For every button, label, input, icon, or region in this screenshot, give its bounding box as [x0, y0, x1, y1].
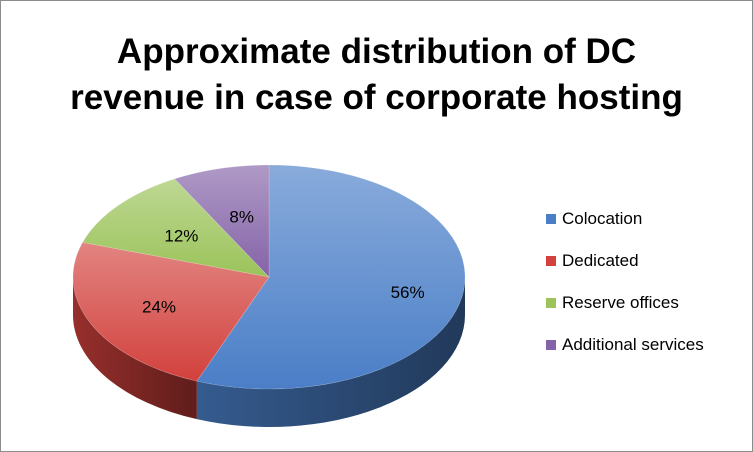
data-label-reserve-offices: 12% [164, 227, 198, 246]
data-label-colocation: 56% [391, 283, 425, 302]
chart-title: Approximate distribution of DC revenue i… [70, 32, 683, 117]
pie-slice-additional-services [174, 164, 270, 278]
legend-item-reserve-offices: Reserve offices [546, 292, 704, 314]
legend-item-colocation: Colocation [546, 208, 704, 230]
legend-item-additional-services: Additional services [546, 334, 704, 356]
legend-swatch-dedicated [546, 256, 556, 266]
pie-side-colocation [196, 277, 465, 427]
data-label-additional-services: 8% [229, 207, 254, 226]
pie-slice-reserve-offices [82, 178, 270, 278]
legend-item-dedicated: Dedicated [546, 250, 704, 272]
legend-label-reserve-offices: Reserve offices [562, 293, 679, 312]
pie-slice-colocation [196, 164, 466, 390]
legend: Colocation Dedicated Reserve offices Add… [546, 208, 704, 376]
data-label-dedicated: 24% [142, 298, 176, 317]
legend-label-dedicated: Dedicated [562, 251, 639, 270]
legend-swatch-reserve-offices [546, 298, 556, 308]
pie-slice-dedicated [72, 242, 270, 382]
legend-swatch-colocation [546, 214, 556, 224]
legend-label-additional-services: Additional services [562, 335, 704, 354]
pie-side-dedicated [73, 277, 197, 420]
legend-label-colocation: Colocation [562, 209, 643, 228]
legend-swatch-additional-services [546, 340, 556, 350]
